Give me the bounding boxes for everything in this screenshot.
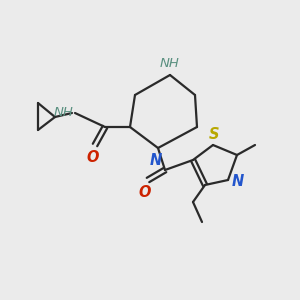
Text: O: O	[139, 185, 151, 200]
Text: N: N	[232, 175, 244, 190]
Text: NH: NH	[54, 106, 74, 118]
Text: S: S	[209, 127, 219, 142]
Text: O: O	[87, 150, 99, 165]
Text: N: N	[150, 153, 162, 168]
Text: NH: NH	[160, 57, 180, 70]
